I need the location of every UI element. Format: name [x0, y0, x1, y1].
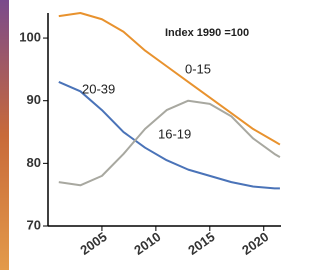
series-label: 16-19 [158, 126, 191, 141]
chart-background [9, 0, 281, 270]
series-label: 20-39 [82, 81, 115, 96]
y-tick-label: 90 [27, 92, 41, 107]
y-tick-label: 100 [19, 29, 41, 44]
background-strip [0, 0, 9, 270]
y-tick-label: 80 [27, 155, 41, 170]
annotation: Index 1990 =100 [165, 27, 249, 39]
series-label: 0-15 [185, 61, 211, 76]
y-tick-label: 70 [27, 217, 41, 232]
page: Index 1990 =100 708090100200520102015202… [0, 0, 320, 270]
